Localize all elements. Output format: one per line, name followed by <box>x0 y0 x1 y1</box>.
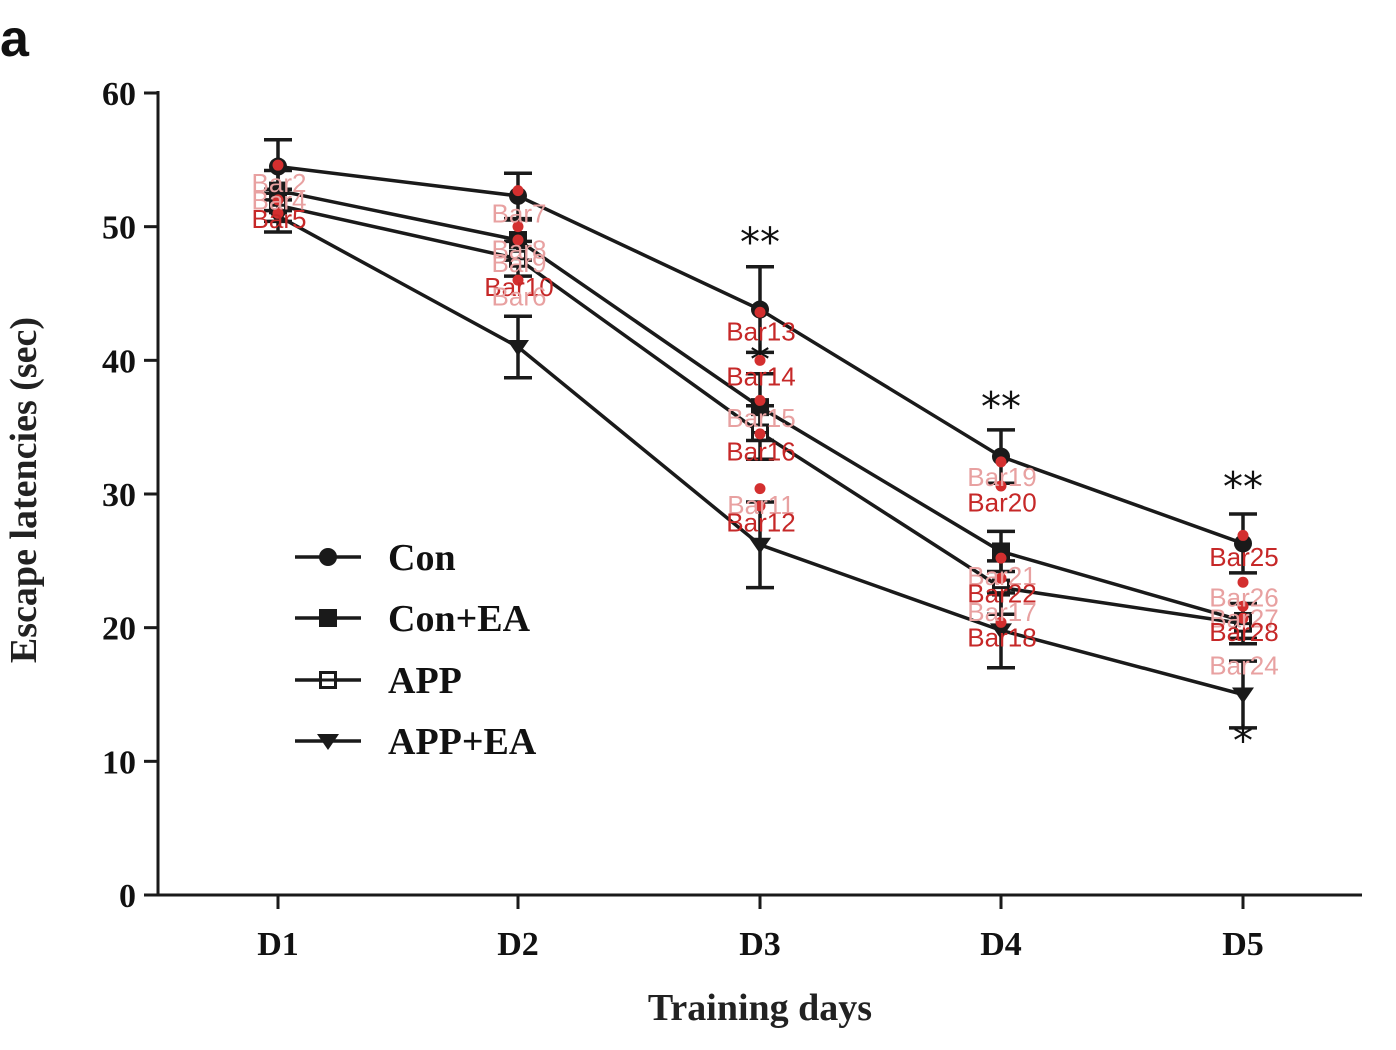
point-dot <box>995 480 1007 492</box>
legend-marker <box>317 734 339 750</box>
point-label: Bar14 <box>726 362 795 392</box>
point-dot <box>754 394 766 406</box>
y-tick-label: 0 <box>119 878 136 915</box>
point-label: Bar22 <box>967 578 1036 608</box>
point-dot <box>995 552 1007 564</box>
data-point-marker <box>990 623 1012 640</box>
point-dot <box>272 159 284 171</box>
x-axis-title: Training days <box>648 987 872 1029</box>
point-dot <box>754 306 766 318</box>
point-dot <box>995 572 1007 584</box>
legend-label: Con+EA <box>388 598 531 640</box>
point-dot <box>1237 612 1249 624</box>
x-tick-label: D4 <box>980 926 1022 963</box>
significance-mark: * <box>1233 719 1253 765</box>
point-label: Bar18 <box>967 622 1036 652</box>
annotation-layer: ********Bar2Bar4Bar5Bar7Bar8Bar9Bar10Bar… <box>252 159 1279 765</box>
point-dot <box>754 483 766 495</box>
y-tick-label: 40 <box>102 343 136 380</box>
point-label: Bar20 <box>967 487 1036 517</box>
legend-label: APP <box>388 660 462 702</box>
point-dot <box>995 616 1007 628</box>
data-point-marker <box>507 339 529 356</box>
legend-item: Con <box>295 537 456 579</box>
legend-marker <box>319 609 337 627</box>
point-dot <box>272 207 284 219</box>
point-label: Bar25 <box>1209 542 1278 572</box>
y-tick-label: 60 <box>102 76 136 113</box>
legend-item: APP <box>295 660 462 702</box>
point-dot <box>512 221 524 233</box>
point-label: Bar10 <box>484 272 553 302</box>
point-label: Bar8 <box>492 235 547 265</box>
point-label: Bar16 <box>726 437 795 467</box>
point-label: Bar24 <box>1209 650 1278 680</box>
legend-item: APP+EA <box>295 721 537 763</box>
x-tick-label: D5 <box>1222 926 1264 963</box>
point-dot <box>512 274 524 286</box>
point-dot <box>754 354 766 366</box>
y-tick-label: 10 <box>102 744 136 781</box>
point-label: Bar21 <box>967 561 1036 591</box>
legend: Con Con+EA APP APP+EA <box>295 537 537 763</box>
data-point-marker <box>1232 687 1254 704</box>
y-tick-label: 30 <box>102 477 136 514</box>
point-label: Bar7 <box>492 199 547 229</box>
point-label: Bar26 <box>1209 582 1278 612</box>
axes: 0 10 20 30 40 50 60 D1 D2 D3 D4 D5 <box>102 76 1362 963</box>
x-tick-label: D2 <box>497 926 539 963</box>
point-dot <box>512 234 524 246</box>
point-label: Bar28 <box>1209 617 1278 647</box>
legend-label: APP+EA <box>388 721 537 763</box>
legend-marker <box>319 548 337 566</box>
y-tick-label: 20 <box>102 611 136 648</box>
point-dot <box>1237 529 1249 541</box>
panel-label: a <box>0 10 30 68</box>
point-dot <box>1237 600 1249 612</box>
data-point-marker <box>1234 534 1252 553</box>
point-label: Bar2 <box>252 168 307 198</box>
data-point-marker <box>749 537 771 554</box>
legend-label: Con <box>388 537 456 579</box>
significance-mark: ** <box>1223 465 1263 511</box>
point-dot <box>272 194 284 206</box>
point-label: Bar11 <box>727 490 794 520</box>
point-label: Bar9 <box>492 248 547 278</box>
point-label: Bar27 <box>1209 604 1278 634</box>
point-label: Bar15 <box>726 403 795 433</box>
point-dot <box>995 456 1007 468</box>
point-label: Bar4 <box>252 185 307 215</box>
x-tick-label: D3 <box>739 926 781 963</box>
point-label: Bar13 <box>726 316 795 346</box>
x-tick-label: D1 <box>257 926 299 963</box>
legend-item: Con+EA <box>295 598 531 640</box>
point-label: Bar19 <box>967 462 1036 492</box>
point-label: Bar6 <box>492 282 547 312</box>
point-dot <box>754 428 766 440</box>
significance-mark: ** <box>740 220 780 266</box>
significance-mark: ** <box>981 384 1021 430</box>
point-label: Bar17 <box>967 597 1036 627</box>
point-dot <box>754 500 766 512</box>
y-axis-title: Escape latencies (sec) <box>3 317 45 663</box>
point-dot <box>1237 576 1249 588</box>
point-label: Bar12 <box>726 507 795 537</box>
point-label: Bar5 <box>252 204 307 234</box>
point-dot <box>512 185 524 197</box>
y-tick-label: 50 <box>102 210 136 247</box>
series-4 <box>264 198 1257 730</box>
